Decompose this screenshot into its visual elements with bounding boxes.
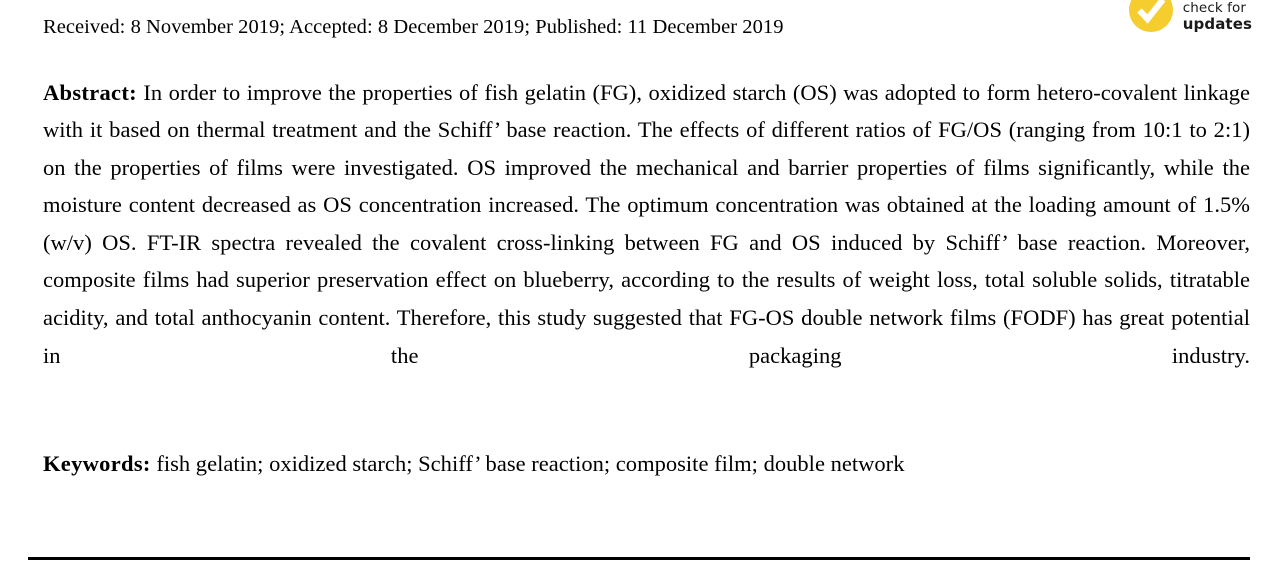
crossmark-line-one: check for (1182, 0, 1247, 17)
check-circle-icon (1128, 0, 1173, 32)
text-column: Received: 8 November 2019; Accepted: 8 D… (43, 0, 1250, 482)
crossmark-badge[interactable]: check for updates (1127, 0, 1252, 34)
abstract-text: In order to improve the properties of fi… (43, 79, 1250, 368)
crossmark-line-two: updates (1182, 15, 1252, 34)
crossmark-label: check for updates (1183, 0, 1252, 33)
abstract-label: Abstract: (43, 79, 137, 105)
keywords-text: fish gelatin; oxidized starch; Schiff’ b… (150, 450, 905, 476)
abstract-section: Abstract: In order to improve the proper… (43, 74, 1250, 412)
keywords-section: Keywords: fish gelatin; oxidized starch;… (43, 445, 1250, 483)
article-history: Received: 8 November 2019; Accepted: 8 D… (43, 16, 784, 38)
footer-divider (28, 557, 1250, 560)
keywords-label: Keywords: (43, 450, 151, 476)
